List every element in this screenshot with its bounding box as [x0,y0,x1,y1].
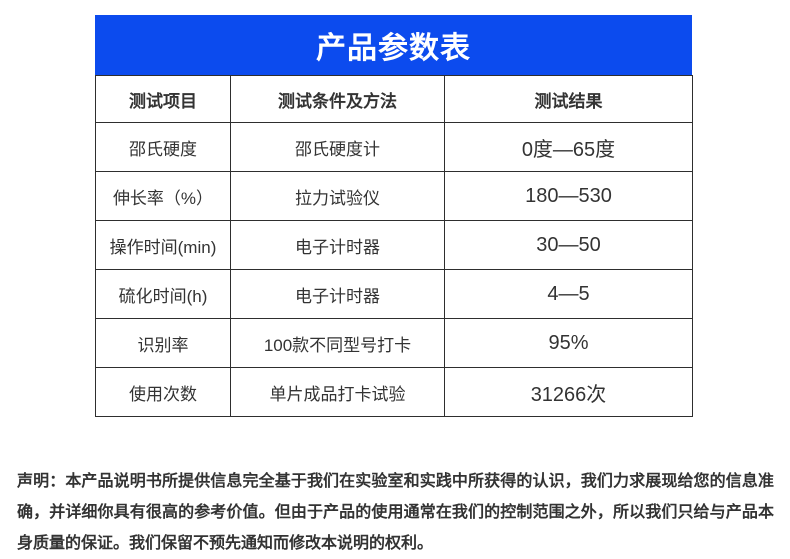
product-parameters-table: 测试项目 测试条件及方法 测试结果 邵氏硬度 邵氏硬度计 0度—65度 伸长率（… [95,75,693,417]
cell-test-item: 伸长率（%） [95,171,231,221]
cell-test-method: 单片成品打卡试验 [230,367,445,417]
cell-test-method: 电子计时器 [230,220,445,270]
cell-test-result: 4—5 [444,269,693,319]
cell-test-item: 硫化时间(h) [95,269,231,319]
table-row: 操作时间(min) 电子计时器 30—50 [95,220,693,270]
cell-test-result: 0度—65度 [444,122,693,172]
cell-test-item: 邵氏硬度 [95,122,231,172]
table-header-row: 测试项目 测试条件及方法 测试结果 [95,75,693,123]
column-header-test-item: 测试项目 [95,75,231,123]
cell-test-method: 拉力试验仪 [230,171,445,221]
cell-test-method: 电子计时器 [230,269,445,319]
table-row: 使用次数 单片成品打卡试验 31266次 [95,367,693,417]
cell-test-item: 使用次数 [95,367,231,417]
cell-test-method: 邵氏硬度计 [230,122,445,172]
cell-test-item: 识别率 [95,318,231,368]
cell-test-result: 31266次 [444,367,693,417]
cell-test-result: 30—50 [444,220,693,270]
column-header-test-result: 测试结果 [444,75,693,123]
table-title: 产品参数表 [316,32,471,65]
column-header-test-method: 测试条件及方法 [230,75,445,123]
cell-test-item: 操作时间(min) [95,220,231,270]
cell-test-result: 95% [444,318,693,368]
cell-test-result: 180—530 [444,171,693,221]
disclaimer-text: 声明：本产品说明书所提供信息完全基于我们在实验室和实践中所获得的认识，我们力求展… [17,473,774,552]
table-row: 伸长率（%） 拉力试验仪 180—530 [95,171,693,221]
cell-test-method: 100款不同型号打卡 [230,318,445,368]
table-row: 硫化时间(h) 电子计时器 4—5 [95,269,693,319]
table-row: 邵氏硬度 邵氏硬度计 0度—65度 [95,122,693,172]
table-title-bar: 产品参数表 [95,15,692,75]
table-row: 识别率 100款不同型号打卡 95% [95,318,693,368]
